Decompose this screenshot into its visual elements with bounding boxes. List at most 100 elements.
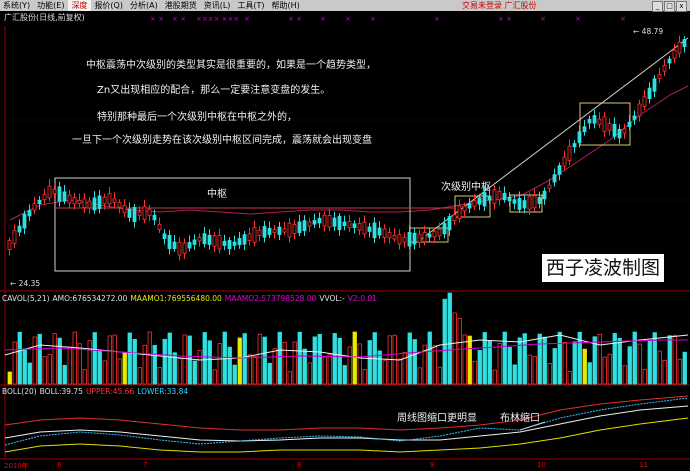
volume-bar (122, 352, 127, 385)
volume-bar (342, 365, 347, 385)
watermark: 西子凌波制图 (542, 254, 665, 282)
candle (592, 115, 597, 124)
sub-zhongshu-label: 次级别中枢 (441, 182, 491, 193)
volume-bar (7, 371, 12, 385)
annotation-4: 一旦下一个次级别走势在该次级别中枢区间完成，震荡就会出现变盘 (72, 135, 372, 146)
event-markers: × × × × ×××× ××× × × × × × × × × × × × × (150, 15, 626, 23)
menu-news[interactable]: 资讯(L) (203, 1, 231, 10)
candle (182, 242, 187, 254)
candle (557, 165, 562, 175)
volume-bar (257, 333, 262, 385)
candle (642, 96, 647, 107)
close-button[interactable]: x (676, 1, 687, 12)
menu-function[interactable]: 功能(E) (37, 1, 65, 10)
candle (532, 195, 537, 209)
menu-help[interactable]: 帮助(H) (271, 1, 300, 10)
candle (7, 240, 12, 250)
candle (617, 128, 622, 139)
volume-bar (522, 333, 527, 385)
candle (417, 233, 422, 243)
volume-bar (132, 339, 137, 385)
candle (527, 196, 532, 210)
volume-bar (127, 332, 132, 385)
sub-zhongshu-box-1 (454, 195, 491, 218)
date-axis: 2010年 6 7 8 9 10 11 (4, 461, 648, 470)
candle (342, 221, 347, 227)
volume-bar (587, 362, 592, 385)
volume-bar (617, 337, 622, 385)
candle (502, 192, 507, 201)
volume-bars (7, 292, 687, 385)
volume-bar (147, 331, 152, 385)
candle (147, 208, 152, 216)
volume-bar (517, 337, 522, 385)
volume-bar (452, 312, 457, 385)
candle (657, 74, 662, 80)
volume-bar (297, 331, 302, 385)
volume-bar (177, 358, 182, 385)
candle (42, 193, 47, 201)
candle (87, 200, 92, 209)
candle (452, 214, 457, 222)
volume-bar (442, 298, 447, 385)
candle (637, 103, 642, 117)
candle (237, 238, 242, 245)
candle (622, 128, 627, 134)
volume-bar (662, 360, 667, 385)
login-status[interactable]: 交易未登录 广汇股份 (462, 1, 537, 10)
candle (47, 185, 52, 199)
low-price-label: ← 24.35 (10, 279, 41, 288)
candle (507, 196, 512, 202)
candle (412, 232, 417, 245)
volume-bar (422, 344, 427, 385)
volume-bar (577, 331, 582, 385)
candle (37, 199, 42, 205)
volume-bar (327, 354, 332, 385)
candle (52, 189, 57, 194)
candle (677, 41, 682, 54)
volume-bar (82, 369, 87, 385)
price-chart[interactable] (0, 26, 690, 460)
volume-bar (552, 348, 557, 385)
candle (542, 190, 547, 200)
minimize-button[interactable]: _ (652, 1, 663, 12)
volume-bar (227, 346, 232, 385)
volume-bar (332, 333, 337, 385)
volume-bar (52, 333, 57, 385)
volume-bar (492, 369, 497, 385)
candle (552, 174, 557, 183)
candle (477, 197, 482, 205)
volume-bar (402, 351, 407, 385)
menu-depth[interactable]: 深度 (68, 0, 92, 11)
volume-bar (567, 371, 572, 385)
boll-mid (4, 405, 689, 442)
candle (122, 205, 127, 214)
candle (487, 195, 492, 201)
menu-quote[interactable]: 报价(Q) (94, 1, 123, 10)
annotation-2: Zn又出现相应的配合，那么一定要注意变盘的发生。 (97, 85, 331, 96)
candle (462, 205, 467, 212)
volume-bar (647, 340, 652, 385)
candle (12, 230, 17, 244)
candle (672, 49, 677, 59)
candle (252, 227, 257, 243)
candle (247, 233, 252, 241)
candle (382, 228, 387, 238)
candle (207, 234, 212, 245)
candle (347, 221, 352, 229)
candle (157, 223, 162, 230)
candle (77, 200, 82, 204)
volume-bar (142, 344, 147, 385)
volume-bar (282, 341, 287, 385)
volume-bar (652, 332, 657, 385)
menu-hk-futures[interactable]: 港股期货 (164, 1, 197, 10)
menu-analysis[interactable]: 分析(A) (129, 1, 158, 10)
menu-tools[interactable]: 工具(T) (237, 1, 265, 10)
menu-system[interactable]: 系统(Y) (3, 1, 31, 10)
volume-bar (247, 354, 252, 385)
stock-name: 广汇股份 (504, 1, 537, 10)
volume-bar (267, 362, 272, 385)
candle (367, 226, 372, 232)
volume-bar (347, 346, 352, 385)
maximize-button[interactable]: □ (664, 1, 675, 12)
